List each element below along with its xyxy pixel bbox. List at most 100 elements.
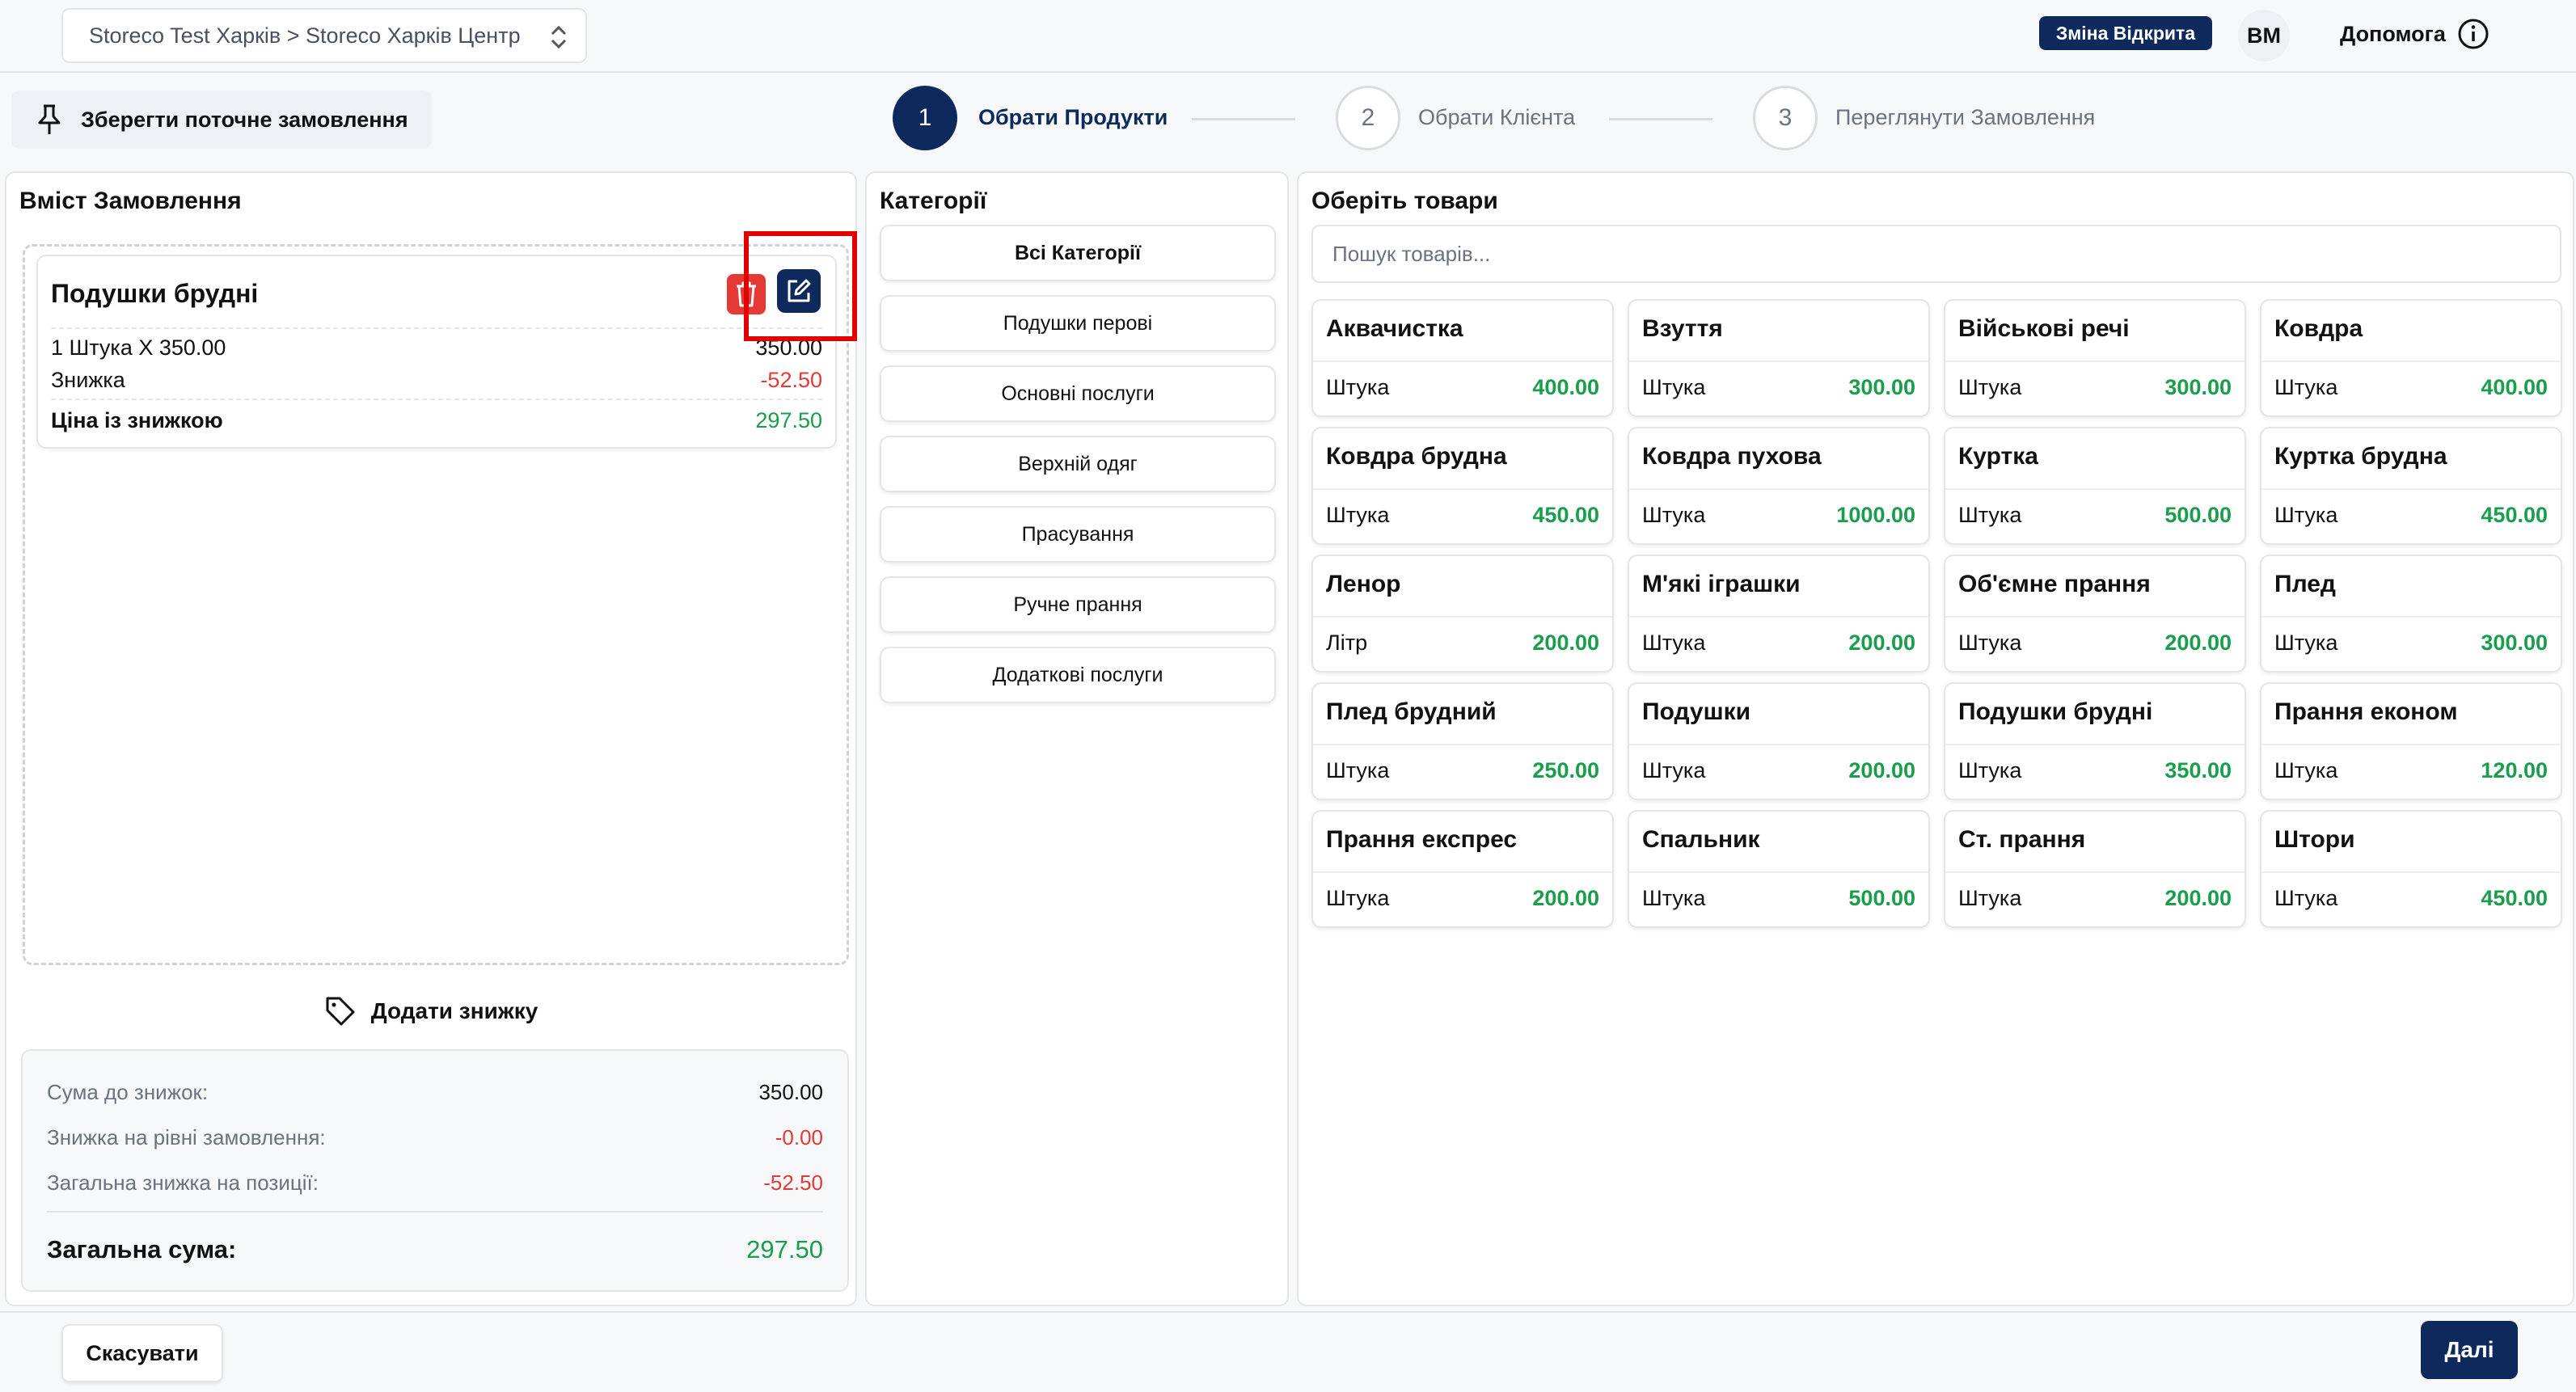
product-name: Ковдра пухова (1642, 443, 1822, 470)
order-item-final-row: Ціна із знижкою 297.50 (51, 408, 822, 433)
product-card[interactable]: Аквачистка Штука 400.00 (1311, 299, 1614, 417)
add-discount-button[interactable]: Додати знижку (6, 991, 855, 1031)
category-button[interactable]: Основні послуги (880, 365, 1276, 422)
product-unit: Штука (2274, 375, 2338, 399)
product-name: Ковдра (2274, 315, 2363, 342)
category-button[interactable]: Ручне прання (880, 576, 1276, 633)
save-order-label: Зберегти поточне замовлення (81, 107, 408, 132)
bottom-bar: Скасувати Далі (0, 1311, 2576, 1392)
divider (1945, 488, 2244, 490)
categories-title: Категорії (880, 188, 987, 214)
product-card[interactable]: Подушки Штука 200.00 (1628, 682, 1930, 800)
product-card[interactable]: Подушки брудні Штука 350.00 (1944, 682, 2246, 800)
order-item-qty: 1 Штука X 350.00 (51, 335, 226, 360)
product-name: Ковдра брудна (1326, 443, 1507, 470)
divider (1629, 744, 1928, 745)
product-price: 120.00 (2481, 758, 2548, 782)
product-card[interactable]: Ковдра Штука 400.00 (2260, 299, 2562, 417)
product-card[interactable]: Військові речі Штука 300.00 (1944, 299, 2246, 417)
order-item-discount-value: -52.50 (760, 368, 822, 392)
summary-item-discount-value: -52.50 (763, 1171, 823, 1195)
product-card[interactable]: Куртка Штука 500.00 (1944, 427, 2246, 545)
step-3-label[interactable]: Переглянути Замовлення (1835, 105, 2096, 129)
product-card[interactable]: М'які іграшки Штука 200.00 (1628, 555, 1930, 673)
order-panel-title: Вміст Замовлення (19, 188, 242, 214)
edit-item-button[interactable] (777, 269, 821, 313)
product-price: 450.00 (2481, 886, 2548, 910)
divider (2261, 616, 2561, 618)
store-selector[interactable]: Storeco Test Харків > Storeco Харків Цен… (61, 8, 587, 63)
delete-item-button[interactable] (727, 274, 766, 314)
product-unit: Штука (1642, 758, 1706, 782)
divider (1313, 616, 1612, 618)
products-panel: Оберіть товари Аквачистка Штука 400.00 Взут… (1297, 171, 2574, 1306)
category-button[interactable]: Верхній одяг (880, 436, 1276, 492)
product-name: Куртка брудна (2274, 443, 2447, 470)
category-button[interactable]: Всі Категорії (880, 225, 1276, 281)
product-card[interactable]: Ст. прання Штука 200.00 (1944, 810, 2246, 928)
order-items-dropzone: Подушки брудні 1 Штука X 350.00 350.00 З… (23, 244, 849, 965)
product-name: М'які іграшки (1642, 571, 1801, 597)
product-card[interactable]: Ленор Літр 200.00 (1311, 555, 1614, 673)
summary-order-discount-label: Знижка на рівні замовлення: (47, 1125, 326, 1149)
product-card[interactable]: Ковдра пухова Штука 1000.00 (1628, 427, 1930, 545)
cancel-button[interactable]: Скасувати (61, 1324, 223, 1382)
edit-icon (788, 279, 811, 302)
product-card[interactable]: Прання економ Штука 120.00 (2260, 682, 2562, 800)
product-name: Подушки (1642, 698, 1751, 725)
product-name: Взуття (1642, 315, 1723, 342)
save-current-order-button[interactable]: Зберегти поточне замовлення (11, 91, 432, 149)
order-content-panel: Вміст Замовлення Подушки брудні 1 Штука … (5, 171, 857, 1306)
help-label: Допомога (2340, 21, 2446, 46)
step-2-label[interactable]: Обрати Клієнта (1418, 105, 1576, 129)
order-item-final-value: 297.50 (755, 408, 822, 432)
product-card[interactable]: Штори Штука 450.00 (2260, 810, 2562, 928)
product-price: 200.00 (2164, 631, 2232, 655)
order-item-line-total: 350.00 (755, 335, 822, 360)
product-price: 300.00 (2481, 631, 2548, 655)
step-1-label[interactable]: Обрати Продукти (978, 105, 1168, 129)
product-name: Штори (2274, 826, 2355, 853)
products-title: Оберіть товари (1311, 188, 1498, 214)
summary-subtotal-label: Сума до знижок: (47, 1080, 209, 1104)
summary-total-value: 297.50 (746, 1235, 823, 1263)
product-card[interactable]: Ковдра брудна Штука 450.00 (1311, 427, 1614, 545)
order-summary: Сума до знижок: 350.00 Знижка на рівні з… (21, 1049, 849, 1292)
product-name: Куртка (1958, 443, 2038, 470)
step-2-circle[interactable]: 2 (1336, 86, 1400, 150)
product-card[interactable]: Плед Штука 300.00 (2260, 555, 2562, 673)
product-card[interactable]: Спальник Штука 500.00 (1628, 810, 1930, 928)
help-button[interactable]: Допомога (2340, 16, 2489, 52)
divider (1629, 361, 1928, 362)
step-connector (1192, 118, 1295, 120)
product-unit: Штука (1958, 503, 2022, 527)
product-name: Прання експрес (1326, 826, 1518, 853)
categories-panel: Категорії Всі Категорії Подушки перові Осн… (865, 171, 1289, 1306)
product-card[interactable]: Прання експрес Штука 200.00 (1311, 810, 1614, 928)
product-card[interactable]: Плед брудний Штука 250.00 (1311, 682, 1614, 800)
divider (1945, 616, 2244, 618)
summary-subtotal-row: Сума до знижок: 350.00 (47, 1080, 823, 1105)
category-button[interactable]: Додаткові послуги (880, 647, 1276, 703)
step-1-circle[interactable]: 1 (893, 86, 957, 150)
summary-item-discount-row: Загальна знижка на позиції: -52.50 (47, 1171, 823, 1196)
product-name: Прання економ (2274, 698, 2458, 725)
user-avatar[interactable]: BM (2238, 10, 2290, 61)
divider (1313, 361, 1612, 362)
product-card[interactable]: Об'ємне прання Штука 200.00 (1944, 555, 2246, 673)
category-button[interactable]: Подушки перові (880, 295, 1276, 352)
product-unit: Штука (2274, 631, 2338, 655)
step-3-circle[interactable]: 3 (1753, 86, 1818, 150)
order-item-final-label: Ціна із знижкою (51, 408, 223, 432)
product-card[interactable]: Взуття Штука 300.00 (1628, 299, 1930, 417)
product-name: Військові речі (1958, 315, 2130, 342)
product-unit: Штука (2274, 503, 2338, 527)
category-button[interactable]: Прасування (880, 506, 1276, 563)
product-card[interactable]: Куртка брудна Штука 450.00 (2260, 427, 2562, 545)
product-unit: Штука (1326, 375, 1390, 399)
next-button[interactable]: Далі (2421, 1321, 2518, 1379)
product-search-input[interactable] (1311, 225, 2561, 283)
divider (1945, 744, 2244, 745)
divider (2261, 871, 2561, 873)
product-unit: Літр (1326, 631, 1368, 655)
